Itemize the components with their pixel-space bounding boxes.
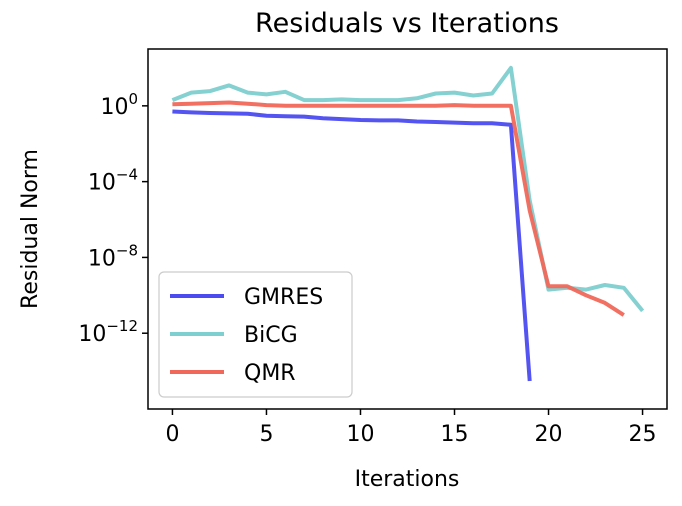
chart-title: Residuals vs Iterations	[255, 8, 559, 39]
series-line-gmres	[172, 109, 532, 382]
y-axis-title: Residual Norm	[18, 149, 43, 309]
series-line-qmr	[172, 100, 625, 317]
x-tick-label: 10	[346, 422, 374, 447]
legend-label-bicg: BiCG	[244, 323, 298, 348]
x-axis-title: Iterations	[355, 467, 460, 492]
y-tick-label: 10−12	[78, 317, 138, 347]
legend-label-gmres: GMRES	[244, 285, 323, 310]
plot-frame	[147, 48, 668, 410]
y-tick-label: 10−8	[88, 241, 138, 271]
x-axis-ticks: 0 5 10 15 20 25	[165, 409, 657, 447]
legend-label-qmr: QMR	[244, 361, 296, 386]
x-tick-label: 20	[535, 422, 563, 447]
x-tick-label: 25	[629, 422, 657, 447]
x-tick-label: 0	[165, 422, 179, 447]
y-axis-ticks: 100 10−4 10−8 10−12	[78, 90, 148, 347]
x-tick-label: 5	[259, 422, 273, 447]
legend-box	[158, 271, 353, 398]
y-tick-label: 10−4	[88, 166, 138, 196]
y-tick-label: 100	[100, 90, 138, 120]
x-tick-label: 15	[441, 422, 469, 447]
series-layer	[171, 65, 645, 382]
legend: GMRES BiCG QMR	[158, 271, 353, 398]
